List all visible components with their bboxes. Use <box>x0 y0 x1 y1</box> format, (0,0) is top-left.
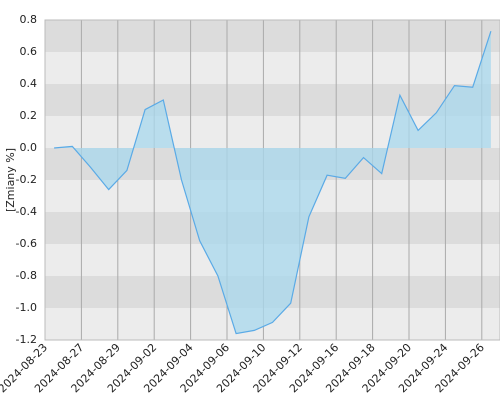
y-axis-label: [Zmiany %] <box>4 148 17 212</box>
y-tick-label: -0.2 <box>16 173 37 186</box>
line <box>54 31 492 335</box>
y-tick-label: -0.4 <box>16 205 37 218</box>
grid-band <box>45 84 500 116</box>
grid-band <box>45 20 500 52</box>
y-tick-label: -1.0 <box>16 301 37 314</box>
y-tick-label: -0.8 <box>16 269 37 282</box>
y-tick-label: 0.8 <box>20 13 38 26</box>
y-tick-label: 0.4 <box>20 77 38 90</box>
y-tick-label: -1.2 <box>16 333 37 346</box>
area <box>54 31 491 334</box>
y-tick-label: 0.0 <box>20 141 38 154</box>
y-tick-label: -0.6 <box>16 237 37 250</box>
plot-border <box>44 19 500 341</box>
grid-band <box>45 52 500 84</box>
y-tick-label: 0.6 <box>20 45 38 58</box>
y-tick-label: 0.2 <box>20 109 38 122</box>
